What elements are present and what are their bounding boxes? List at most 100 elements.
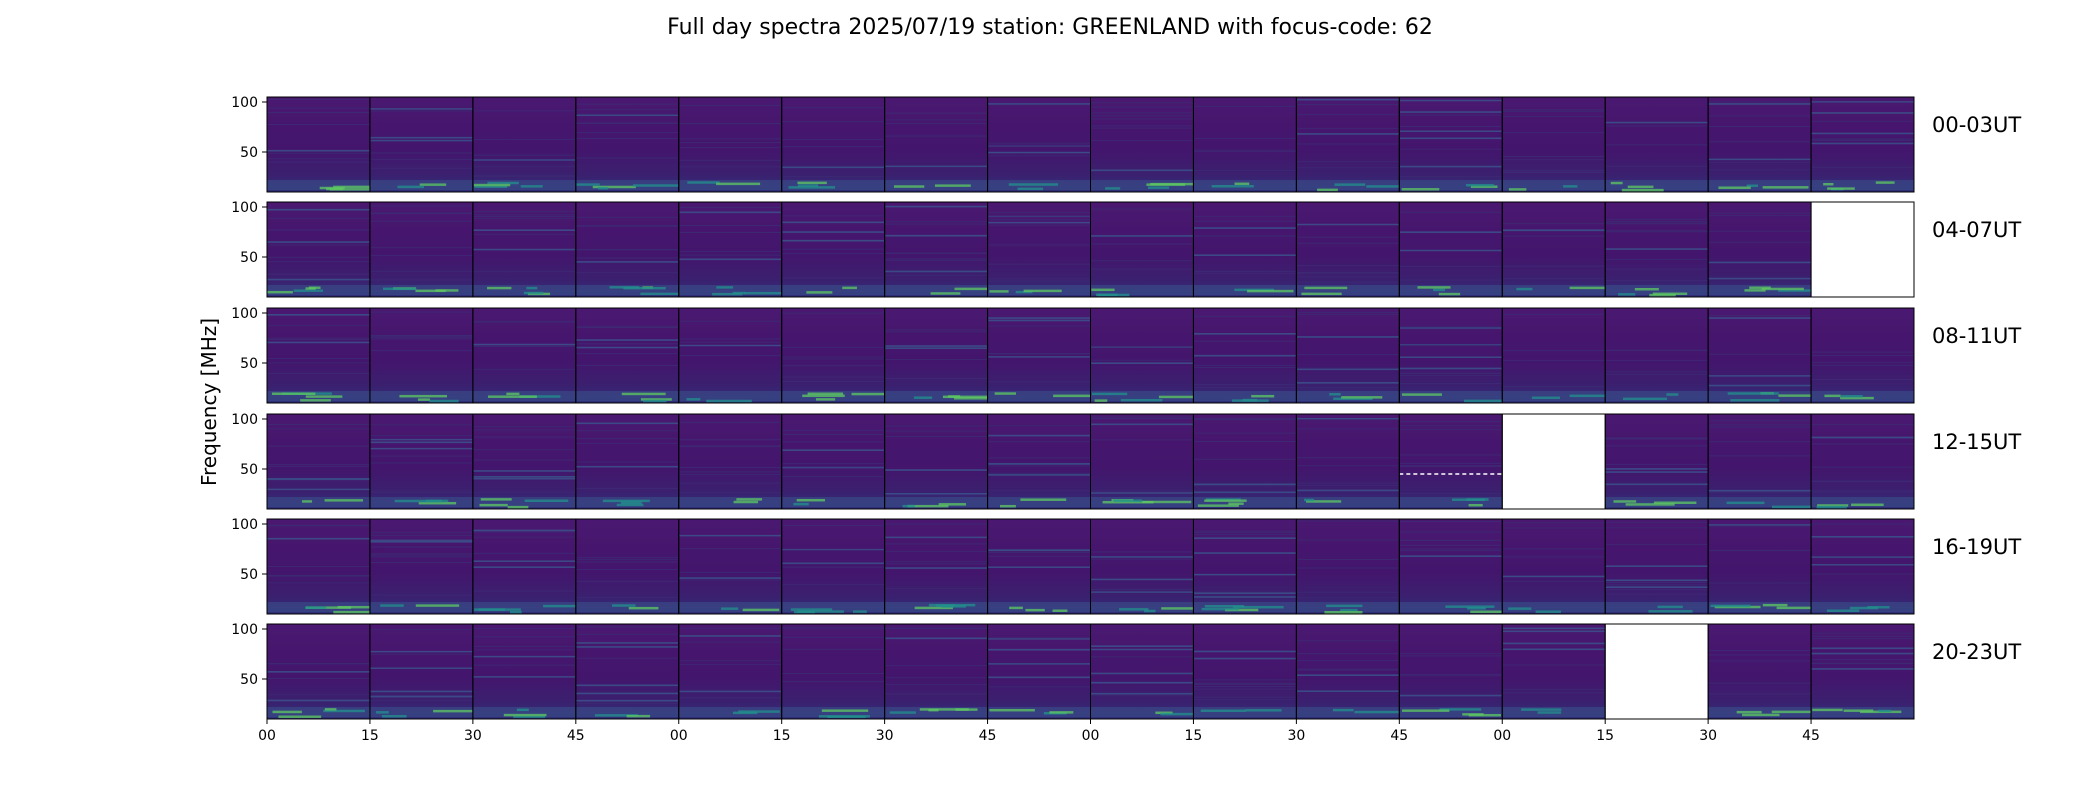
spectrum-background	[1708, 202, 1812, 297]
spectrum-panel	[1708, 202, 1812, 297]
spectrum-panel	[267, 97, 370, 192]
low-band-emission	[1605, 391, 1709, 401]
emission-streak	[1569, 286, 1606, 290]
spectrum-background	[369, 624, 473, 719]
spectrum-panel	[1399, 308, 1503, 403]
emission-streak	[721, 607, 739, 610]
emission-streak	[1158, 395, 1194, 399]
emission-streak	[1730, 399, 1780, 402]
emission-streak	[602, 499, 650, 503]
emission-streak	[1340, 608, 1358, 612]
x-tick-label: 00	[1493, 728, 1511, 744]
emission-streak	[1610, 181, 1623, 185]
y-tick-label: 50	[240, 250, 258, 266]
low-band-emission	[1090, 602, 1194, 612]
emission-streak	[1875, 181, 1895, 184]
spectrum-panel	[1605, 624, 1709, 719]
spectrum-background	[678, 97, 782, 192]
spectrum-panel	[781, 414, 885, 509]
emission-streak	[913, 396, 933, 399]
spectrum-panel	[472, 624, 576, 719]
spectrum-background	[1502, 624, 1606, 719]
emission-streak	[1160, 712, 1194, 716]
emission-streak	[271, 392, 316, 395]
emission-streak	[305, 395, 343, 398]
spectrum-background	[884, 97, 988, 192]
low-band-emission	[1090, 391, 1194, 401]
emission-streak	[1648, 610, 1693, 613]
emission-streak	[1148, 186, 1170, 189]
emission-streak	[267, 290, 293, 294]
low-band-emission	[1090, 285, 1194, 295]
emission-streak	[1201, 607, 1239, 611]
spectrum-background	[1708, 414, 1812, 509]
spectrum-panel	[1399, 519, 1503, 614]
emission-streak	[1465, 183, 1495, 187]
low-band-emission	[781, 602, 885, 612]
y-tick-label: 50	[240, 672, 258, 688]
emission-streak	[1718, 186, 1751, 189]
x-tick-label: 00	[670, 728, 688, 744]
emission-streak	[576, 183, 600, 186]
emission-streak	[902, 504, 915, 508]
emission-streak	[744, 291, 782, 295]
spectrum-panel	[369, 414, 473, 509]
emission-streak	[1224, 608, 1259, 612]
low-band-emission	[987, 391, 1091, 401]
spectrum-background	[575, 308, 679, 403]
spectrum-background	[1811, 97, 1914, 192]
emission-streak	[376, 711, 389, 714]
spectrum-background	[1090, 308, 1194, 403]
low-band-emission	[1708, 180, 1812, 190]
low-band-emission	[1296, 391, 1400, 401]
emission-streak	[620, 501, 642, 505]
y-tick-label: 50	[240, 462, 258, 478]
spectrum-background	[1708, 97, 1812, 192]
spectrum-background	[267, 308, 370, 403]
low-band-emission	[987, 497, 1091, 507]
emission-streak	[742, 608, 780, 612]
emission-streak	[1508, 607, 1532, 610]
emission-streak	[1401, 393, 1442, 396]
low-band-emission	[1399, 285, 1503, 295]
emission-streak	[383, 287, 417, 291]
spectrum-panel	[1811, 414, 1914, 509]
emission-streak	[999, 504, 1016, 508]
spectrum-panel	[781, 519, 885, 614]
emission-streak	[479, 503, 508, 507]
emission-streak	[851, 392, 885, 396]
emission-streak	[633, 184, 679, 187]
emission-streak	[793, 502, 809, 506]
x-tick-label: 45	[1802, 728, 1820, 744]
emission-streak	[415, 289, 446, 293]
emission-streak	[1401, 188, 1440, 191]
spectrum-background	[1811, 519, 1914, 614]
spectrum-background	[369, 414, 473, 509]
emission-streak	[1613, 500, 1637, 503]
low-band-emission	[575, 285, 679, 295]
spectrum-panel	[1708, 308, 1812, 403]
emission-streak	[687, 181, 720, 184]
low-band-emission	[1193, 707, 1297, 717]
spectrum-panel	[575, 202, 679, 297]
y-tick-label: 50	[240, 356, 258, 372]
emission-streak	[611, 604, 636, 607]
spectrum-panel	[1296, 97, 1400, 192]
emission-streak	[907, 504, 949, 508]
low-band-emission	[369, 707, 473, 717]
row-time-label: 12-15UT	[1932, 430, 2021, 454]
spectrum-background	[781, 624, 885, 719]
emission-streak	[1324, 610, 1363, 614]
low-band-emission	[884, 391, 988, 401]
emission-streak	[1053, 394, 1091, 398]
spectrum-panel	[1605, 414, 1709, 509]
emission-streak	[1245, 709, 1282, 712]
low-band-emission	[1605, 180, 1709, 190]
emission-streak	[1020, 498, 1067, 501]
spectrum-panel	[472, 519, 576, 614]
emission-streak	[1017, 187, 1044, 191]
spectrum-panel	[1605, 519, 1709, 614]
emission-streak	[1840, 396, 1874, 400]
x-tick-label: 15	[361, 728, 379, 744]
spectrum-panel	[781, 624, 885, 719]
